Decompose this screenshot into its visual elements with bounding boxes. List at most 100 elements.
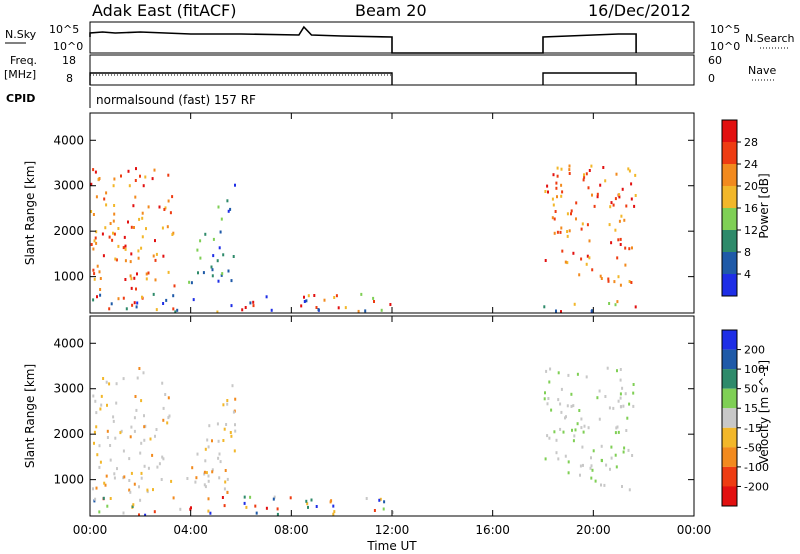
echo-cell <box>95 425 98 429</box>
echo-cell <box>307 505 309 509</box>
echo-cell <box>152 254 155 258</box>
echo-cell <box>562 430 565 434</box>
echo-cell <box>306 502 309 506</box>
echo-cell <box>136 272 138 276</box>
echo-cell <box>167 199 170 203</box>
echo-cell <box>128 184 131 188</box>
echo-cell <box>113 204 116 207</box>
colorbar-segment <box>722 230 737 252</box>
echo-cell <box>600 444 603 448</box>
noise-left-tick-bottom: 10^0 <box>53 40 83 53</box>
echo-cell <box>99 293 102 297</box>
echo-cell <box>98 444 101 448</box>
colorbar-tick-label: -15 <box>744 422 762 435</box>
time-axis-ticks: 00:00 04:00 08:00 12:00 16:00 20:00 00:00 <box>73 113 712 537</box>
echo-cell <box>545 369 548 373</box>
echo-cell <box>138 513 140 516</box>
echo-cell <box>120 174 122 178</box>
echo-cell <box>372 296 375 300</box>
echo-cell <box>300 304 303 308</box>
echo-cell <box>99 277 102 280</box>
echo-cell <box>174 310 177 313</box>
echo-cell <box>95 230 98 234</box>
echo-cell <box>628 280 631 283</box>
echo-cell <box>566 261 569 265</box>
echo-cell <box>95 411 98 415</box>
echo-cell <box>134 395 137 398</box>
echo-cell <box>617 238 620 242</box>
freq-right-tick-bottom: 0 <box>708 72 715 85</box>
freq-left-tick-top: 18 <box>62 54 76 67</box>
echo-cell <box>634 305 637 309</box>
echo-cell <box>389 303 392 306</box>
echo-cell <box>234 429 237 433</box>
x-tick-label: 00:00 <box>677 523 712 537</box>
echo-cell <box>140 441 143 445</box>
echo-cell <box>122 476 125 480</box>
echo-cell <box>619 243 622 246</box>
echo-cell <box>582 430 585 434</box>
echo-cell <box>98 465 101 469</box>
echo-cell <box>147 271 150 275</box>
echo-cell <box>129 490 132 494</box>
colorbar-segment <box>722 427 737 448</box>
echo-cell <box>544 391 546 395</box>
echo-cell <box>105 380 108 384</box>
echo-cell <box>559 230 562 234</box>
echo-cell <box>141 211 144 215</box>
echo-cell <box>112 219 115 223</box>
echo-cell <box>130 286 133 290</box>
velocity-ylabel: Slant Range [km] <box>23 364 37 468</box>
echo-cell <box>581 445 584 449</box>
echo-cell <box>582 463 584 467</box>
echo-cell <box>122 246 125 250</box>
echo-cell <box>566 404 569 408</box>
echo-cell <box>221 272 224 276</box>
echo-cell <box>98 270 101 274</box>
echo-cell <box>111 238 114 242</box>
echo-cell <box>223 487 226 491</box>
echo-cell <box>122 511 125 515</box>
echo-cell <box>556 174 559 178</box>
echo-cell <box>96 453 99 457</box>
echo-cell <box>622 404 625 408</box>
echo-cell <box>130 225 133 229</box>
echo-cell <box>163 208 166 211</box>
echo-cell <box>171 233 174 236</box>
colorbar-tick-label: 8 <box>744 246 751 259</box>
echo-cell <box>592 449 595 453</box>
noise-sky-label: N.Sky <box>5 28 37 41</box>
echo-cell <box>164 393 167 396</box>
echo-cell <box>617 399 620 403</box>
echo-cell <box>619 405 622 409</box>
echo-cell <box>123 475 126 479</box>
echo-cell <box>231 384 234 388</box>
echo-cell <box>590 164 593 168</box>
echo-cell <box>243 495 246 499</box>
echo-cell <box>154 278 157 282</box>
echo-cell <box>604 179 607 183</box>
echo-cell <box>154 239 156 243</box>
echo-cell <box>270 308 273 312</box>
echo-cell <box>335 294 338 298</box>
echo-cell <box>632 383 635 386</box>
echo-cell <box>128 479 131 482</box>
echo-cell <box>289 496 292 500</box>
echo-cell <box>543 397 546 401</box>
echo-cell <box>546 434 549 438</box>
echo-cell <box>590 456 592 460</box>
echo-cell <box>579 464 582 468</box>
echo-cell <box>136 376 139 380</box>
freq-label-2: [MHz] <box>4 68 36 81</box>
echo-cell <box>162 406 165 410</box>
echo-cell <box>631 246 633 250</box>
echo-cell <box>614 431 617 435</box>
echo-cell <box>623 218 626 222</box>
echo-cell <box>132 204 135 208</box>
echo-cell <box>255 511 258 515</box>
echo-cell <box>560 183 563 187</box>
echo-cell <box>113 177 116 181</box>
echo-cell <box>610 445 613 449</box>
echo-cell <box>556 230 559 234</box>
